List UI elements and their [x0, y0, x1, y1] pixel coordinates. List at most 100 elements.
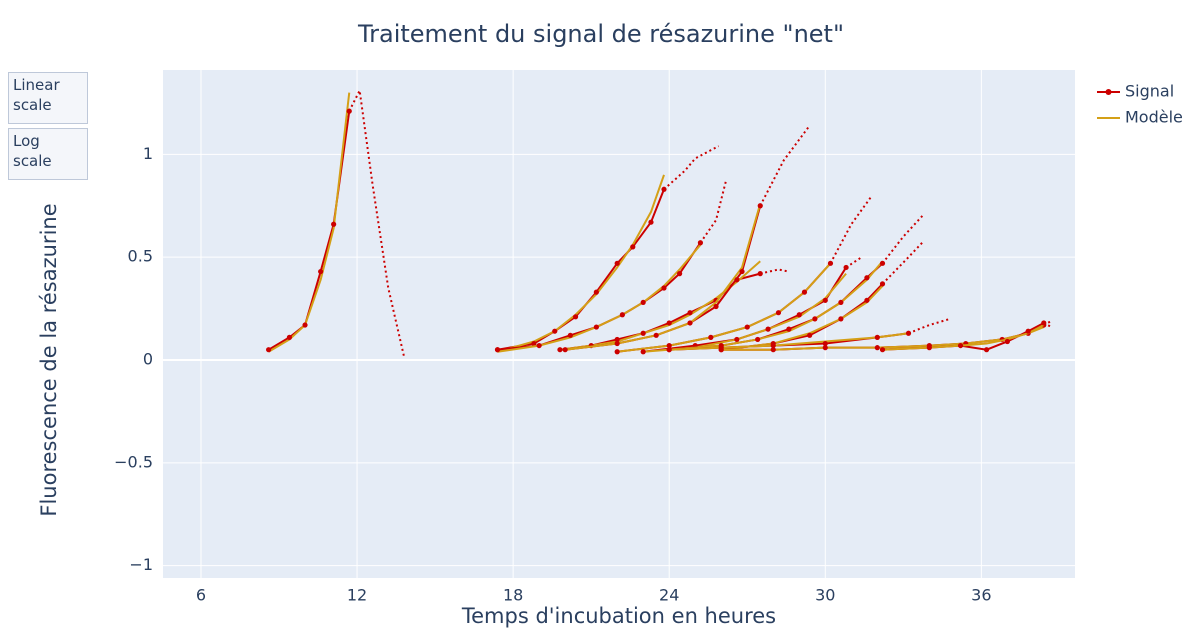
signal-extension	[908, 317, 951, 335]
signal-marker	[640, 349, 646, 355]
model-line	[669, 260, 884, 351]
signal-marker	[614, 336, 620, 343]
signal-marker	[614, 340, 620, 347]
signal-marker	[697, 240, 704, 246]
x-tick-label: 30	[815, 586, 835, 605]
signal-extension	[663, 145, 720, 191]
signal-marker	[666, 320, 672, 326]
signal-marker	[905, 330, 912, 336]
y-tick-label: 0	[143, 349, 153, 368]
signal-marker	[661, 285, 667, 291]
signal-marker	[666, 347, 672, 353]
x-tick-label: 36	[971, 586, 991, 605]
signal-marker	[630, 244, 636, 250]
signal-marker	[494, 347, 501, 353]
model-line	[669, 332, 909, 351]
signal-marker	[879, 281, 886, 287]
signal-marker	[1041, 320, 1047, 326]
x-tick-label: 18	[503, 586, 523, 605]
signal-marker	[567, 332, 573, 338]
signal-marker	[593, 289, 599, 295]
signal-marker	[531, 340, 537, 347]
signal-marker	[734, 336, 740, 343]
x-tick-label: 6	[196, 586, 206, 605]
signal-marker	[864, 297, 870, 303]
signal-marker	[879, 347, 886, 353]
signal-extension	[760, 268, 790, 275]
log-scale-button[interactable]: Log scale	[8, 128, 88, 180]
signal-marker	[739, 268, 745, 275]
signal-marker	[926, 345, 932, 351]
x-tick-label: 24	[659, 586, 679, 605]
signal-marker	[552, 328, 558, 334]
linear-scale-button[interactable]: Linear scale	[8, 72, 88, 124]
signal-marker	[286, 334, 293, 340]
signal-marker	[874, 334, 880, 340]
legend-label: Signal	[1125, 82, 1174, 101]
signal-marker	[677, 271, 683, 277]
x-tick-label: 12	[347, 586, 367, 605]
x-axis-title: Temps d'incubation en heures	[461, 604, 776, 628]
signal-marker	[822, 340, 828, 347]
signal-extension	[759, 124, 811, 207]
y-tick-label: 1	[143, 144, 153, 163]
signal-marker	[765, 326, 771, 332]
signal-marker	[302, 322, 308, 328]
signal-marker	[666, 342, 672, 349]
model-line	[268, 92, 351, 353]
signal-marker	[757, 271, 763, 277]
model-line	[721, 285, 884, 351]
signal-marker	[708, 334, 714, 340]
signal-marker	[770, 347, 776, 353]
y-axis-title: Fluorescence de la résazurine	[37, 203, 61, 516]
signal-marker	[619, 312, 625, 318]
signal-marker	[614, 349, 620, 355]
y-tick-label: 0.5	[128, 247, 153, 266]
signal-marker	[807, 332, 813, 338]
signal-extension	[845, 256, 863, 269]
chart-title: Traitement du signal de résazurine "net"	[357, 20, 844, 48]
signal-marker	[838, 316, 844, 322]
signal-marker	[331, 221, 337, 227]
signal-marker	[266, 347, 272, 353]
signal-marker	[687, 310, 693, 316]
signal-marker	[718, 347, 724, 353]
signal-marker	[874, 345, 880, 351]
signal-marker	[557, 347, 563, 353]
signal-marker	[822, 345, 828, 351]
signal-marker	[614, 260, 620, 266]
signal-marker	[983, 347, 990, 353]
signal-marker	[957, 342, 964, 349]
signal-marker	[661, 186, 667, 192]
plot-background	[163, 70, 1075, 578]
signal-marker	[640, 330, 646, 336]
signal-marker	[640, 299, 646, 306]
signal-marker	[653, 332, 659, 338]
signal-marker	[812, 316, 818, 322]
signal-marker	[1004, 338, 1010, 345]
signal-marker	[318, 268, 324, 275]
signal-marker	[843, 264, 849, 271]
signal-marker	[593, 324, 599, 330]
signal-marker	[572, 314, 579, 320]
signal-marker	[879, 260, 886, 266]
signal-marker	[755, 336, 761, 343]
signal-marker	[822, 297, 828, 303]
signal-extension	[699, 178, 728, 244]
signal-marker	[562, 347, 568, 353]
signal-marker	[744, 324, 750, 330]
signal-marker	[648, 219, 654, 225]
y-tick-label: −0.5	[114, 452, 153, 471]
y-tick-label: −1	[129, 555, 153, 574]
signal-marker	[536, 342, 542, 349]
signal-marker	[796, 312, 802, 318]
signal-marker	[757, 203, 763, 209]
legend-marker	[1105, 89, 1112, 95]
signal-extension	[348, 87, 405, 357]
signal-marker	[687, 320, 693, 326]
signal-marker	[713, 303, 719, 310]
signal-marker	[801, 289, 808, 295]
